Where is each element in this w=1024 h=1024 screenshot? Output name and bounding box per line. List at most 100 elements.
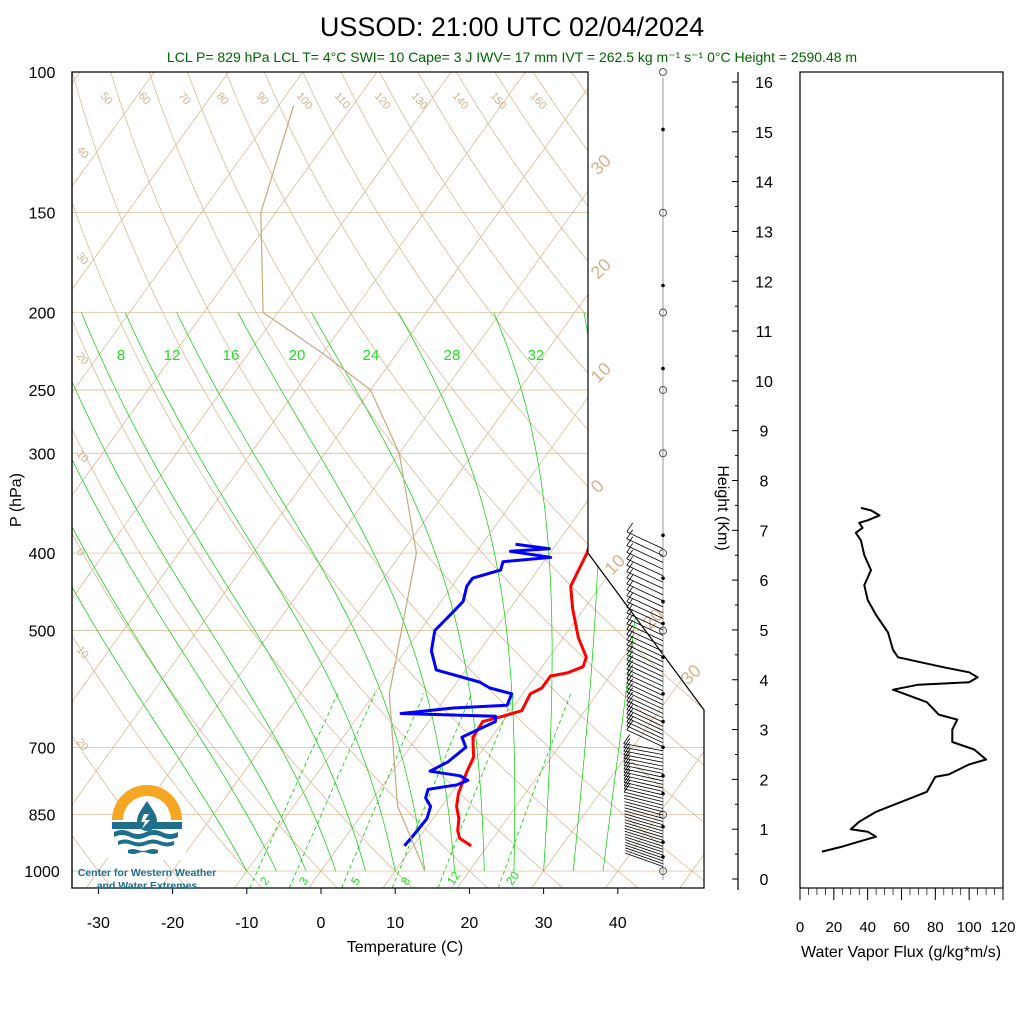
moist-adiabat-line xyxy=(176,312,426,872)
wind-barb xyxy=(626,538,664,557)
y-tick-label: 400 xyxy=(29,546,56,563)
wind-level-dot xyxy=(661,719,665,724)
mixing-ratio-label: 8 xyxy=(398,874,413,888)
wind-barb xyxy=(624,836,664,850)
isotherm-line xyxy=(72,72,229,888)
wind-barb-flag xyxy=(626,609,634,619)
wind-barb-flag xyxy=(626,630,634,640)
moist-adiabat-label: 16 xyxy=(223,347,240,364)
isotherm-line xyxy=(72,72,304,888)
wind-barb xyxy=(624,844,664,859)
wind-barb xyxy=(626,713,664,731)
flux-series xyxy=(821,506,988,853)
wind-barb-flag xyxy=(626,695,634,706)
wind-barb xyxy=(626,571,664,589)
isotherm-line xyxy=(72,72,526,888)
dry-adiabat-line xyxy=(72,72,639,888)
wind-barb-flag xyxy=(623,745,631,755)
wind-barb xyxy=(624,839,664,853)
wind-barb-flag xyxy=(623,769,631,780)
height-tick-label: 5 xyxy=(760,623,769,640)
wind-barb-flag xyxy=(626,682,634,693)
dry-adiabat-line xyxy=(263,72,704,888)
height-tick-label: 12 xyxy=(755,274,773,291)
right-edge-label: 20 xyxy=(587,255,615,283)
calm-wind-circle xyxy=(659,549,667,558)
wind-barb xyxy=(625,852,664,867)
wind-barb-flag xyxy=(626,574,634,585)
flux-tick-label: 120 xyxy=(990,919,1015,936)
y-tick-label: 250 xyxy=(29,383,56,400)
moist-adiabat-label: 24 xyxy=(363,347,380,364)
mixing-ratio-line xyxy=(288,693,376,888)
wind-barb xyxy=(623,754,664,763)
wind-barb xyxy=(623,750,664,759)
wind-barb-flag xyxy=(623,763,631,773)
x-tick-label: 10 xyxy=(386,915,404,932)
wind-barb xyxy=(626,583,664,602)
flux-axis-label: Water Vapor Flux (g/kg*m/s) xyxy=(801,944,1001,961)
wind-barb xyxy=(626,654,664,673)
wind-barb-flag xyxy=(626,614,634,625)
wind-barb xyxy=(624,828,664,841)
skew-t-frame xyxy=(71,71,705,889)
wind-barb xyxy=(626,691,664,710)
chart-subtitle: LCL P= 829 hPa LCL T= 4°C SWI= 10 Cape= … xyxy=(167,49,857,65)
flux-tick-label: 0 xyxy=(796,919,804,936)
wind-barb-flag xyxy=(623,766,631,776)
wind-barb-flag xyxy=(626,687,634,697)
wind-level-dot xyxy=(661,855,665,859)
dry-adiabat-line xyxy=(72,72,489,888)
moist-adiabat-line xyxy=(237,312,455,872)
dry-adiabat-label: 80 xyxy=(214,90,231,107)
wind-barb-flag xyxy=(626,620,634,630)
wind-barb xyxy=(624,807,664,819)
wind-barb-flag xyxy=(626,700,634,710)
dry-adiabat-line xyxy=(72,72,564,888)
wind-barb xyxy=(626,531,664,550)
right-edge-label: 0 xyxy=(587,476,608,497)
wind-barb-flag xyxy=(623,734,630,744)
wind-barb-flag xyxy=(626,592,634,602)
dry-adiabat-label: 130 xyxy=(409,90,430,112)
wind-barb-flag xyxy=(623,782,631,793)
flux-tick-label: 80 xyxy=(927,919,944,936)
wind-barb-flag xyxy=(626,640,634,651)
dry-adiabat-line xyxy=(340,72,704,888)
height-tick-label: 11 xyxy=(756,324,773,341)
wind-barb xyxy=(623,781,664,792)
wind-barb xyxy=(623,757,664,767)
wind-barb-flag xyxy=(626,708,634,718)
wind-level-dot xyxy=(661,533,665,538)
isotherm-line xyxy=(72,72,378,888)
wind-barb-flag xyxy=(626,603,634,614)
moist-adiabat-label: 32 xyxy=(528,347,545,364)
flux-tick-label: 60 xyxy=(893,919,910,936)
wind-barb-flag xyxy=(626,673,634,684)
wind-barb xyxy=(626,673,664,692)
dry-adiabat-line xyxy=(187,72,704,888)
dry-adiabat-line xyxy=(571,72,704,888)
left-edge-label: 10 xyxy=(74,448,91,465)
moist-adiabat-line xyxy=(72,312,277,872)
calm-wind-circle xyxy=(659,68,667,76)
wind-barb-flag xyxy=(626,645,634,656)
height-tick-label: 8 xyxy=(760,474,769,491)
wind-barb xyxy=(626,704,664,723)
dry-adiabat-line xyxy=(72,72,188,888)
y-tick-label: 500 xyxy=(29,624,56,641)
wind-barb xyxy=(626,729,664,748)
dry-adiabat-label: 50 xyxy=(98,90,115,107)
wind-barb-flag xyxy=(626,716,634,727)
wind-level-dot xyxy=(661,283,665,288)
dry-adiabat-line xyxy=(609,72,704,888)
temperature-line xyxy=(455,543,592,848)
wind-barb-flag xyxy=(626,660,634,670)
dry-adiabat-line xyxy=(72,72,413,888)
wind-barb-flag xyxy=(626,678,634,688)
wind-barb-flag xyxy=(626,568,634,579)
wind-barb-flag xyxy=(626,536,634,546)
wind-barb-flag xyxy=(626,598,634,608)
flux-axis: 0 20 40 60 80 100 120 xyxy=(796,888,1016,936)
wind-barb-flag xyxy=(626,704,634,714)
